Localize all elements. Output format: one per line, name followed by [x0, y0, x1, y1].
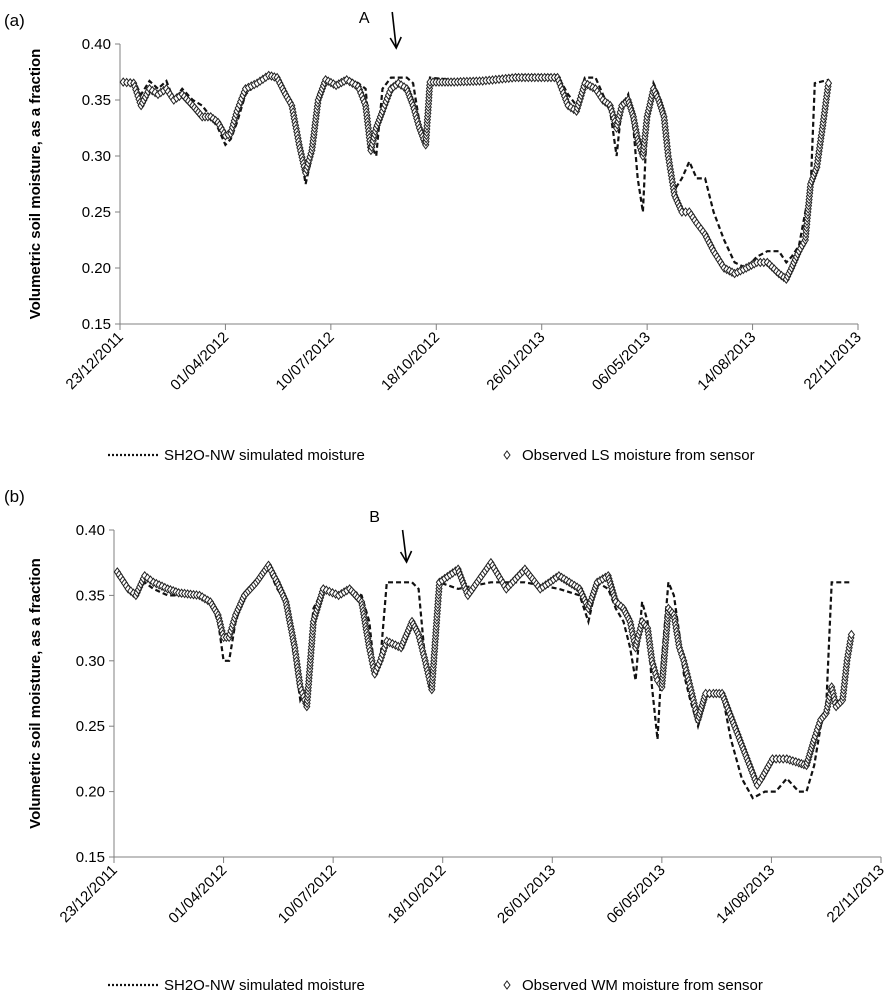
legend-simulated-label: SH2O-NW simulated moisture [164, 447, 365, 464]
panel-label: (a) [4, 11, 25, 30]
annotation-arrow [391, 11, 398, 49]
x-tick-label: 26/01/2013 [483, 329, 548, 394]
x-tick-label: 01/04/2012 [165, 862, 230, 927]
annotation-label: A [359, 10, 370, 27]
x-tick-label: 22/11/2013 [824, 862, 885, 926]
x-tick-label: 22/11/2013 [801, 329, 865, 393]
y-tick-label: 0.15 [82, 316, 111, 333]
x-tick-label: 26/01/2013 [494, 862, 559, 927]
x-tick-label: 14/08/2013 [713, 862, 778, 927]
panel-label: (b) [4, 487, 25, 506]
x-tick-label: 06/05/2013 [604, 862, 669, 927]
legend-observed-label: Observed WM moisture from sensor [522, 977, 763, 994]
y-tick-label: 0.40 [76, 522, 105, 539]
panel-b: (b) Volumetric soil moisture, as a fracti… [4, 487, 885, 994]
y-tick-label: 0.20 [82, 260, 111, 277]
observed-moisture-markers [113, 557, 856, 790]
x-tick-label: 23/12/2011 [63, 329, 127, 393]
y-tick-label: 0.35 [82, 92, 111, 109]
annotation-arrow [401, 529, 408, 563]
annotation-label: B [369, 509, 380, 526]
x-tick-label: 10/07/2012 [275, 862, 340, 927]
simulated-moisture-line [116, 567, 851, 800]
x-tick-label: 01/04/2012 [167, 329, 232, 394]
legend-observed-swatch [503, 980, 511, 990]
y-tick-label: 0.35 [76, 587, 105, 604]
y-tick-label: 0.40 [82, 36, 111, 53]
x-tick-label: 23/12/2011 [57, 862, 121, 926]
legend-observed-label: Observed LS moisture from sensor [522, 447, 755, 464]
x-tick-label: 14/08/2013 [694, 329, 759, 394]
annotation-arrowhead [399, 550, 413, 564]
annotation-arrowhead [389, 36, 402, 50]
y-tick-label: 0.20 [76, 784, 105, 801]
y-tick-label: 0.30 [76, 653, 105, 670]
x-tick-label: 18/10/2012 [384, 862, 449, 927]
observed-point [847, 629, 856, 640]
observed-moisture-markers [119, 70, 833, 285]
legend-simulated-label: SH2O-NW simulated moisture [164, 977, 365, 994]
y-tick-label: 0.15 [76, 849, 105, 866]
legend-observed-swatch [503, 450, 511, 460]
x-tick-label: 18/10/2012 [378, 329, 443, 394]
panel-a: (a) Volumetric soil moisture, as a fracti… [4, 10, 865, 464]
y-tick-label: 0.25 [82, 204, 111, 221]
observed-point [824, 78, 833, 89]
simulated-moisture-line [123, 74, 829, 270]
x-tick-label: 06/05/2013 [589, 329, 654, 394]
y-axis-title: Volumetric soil moisture, as a fraction [27, 49, 44, 320]
y-tick-label: 0.30 [82, 148, 111, 165]
y-tick-label: 0.25 [76, 718, 105, 735]
x-tick-label: 10/07/2012 [273, 329, 338, 394]
y-axis-title: Volumetric soil moisture, as a fraction [27, 558, 44, 829]
